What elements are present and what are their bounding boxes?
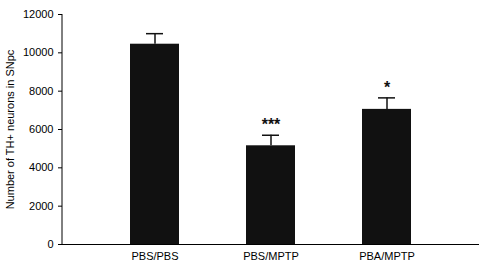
svg-text:8000: 8000	[29, 85, 53, 97]
svg-text:Number of TH+ neurons in SNpc: Number of TH+ neurons in SNpc	[4, 49, 16, 209]
svg-text:6000: 6000	[29, 123, 53, 135]
svg-text:***: ***	[262, 116, 281, 133]
svg-text:0: 0	[47, 238, 53, 250]
svg-text:10000: 10000	[23, 46, 54, 58]
svg-text:PBA/MPTP: PBA/MPTP	[359, 250, 415, 262]
svg-text:PBS/PBS: PBS/PBS	[131, 250, 178, 262]
svg-text:*: *	[384, 79, 391, 96]
svg-text:12000: 12000	[23, 8, 54, 20]
svg-text:2000: 2000	[29, 200, 53, 212]
svg-text:4000: 4000	[29, 161, 53, 173]
svg-text:PBS/MPTP: PBS/MPTP	[243, 250, 299, 262]
